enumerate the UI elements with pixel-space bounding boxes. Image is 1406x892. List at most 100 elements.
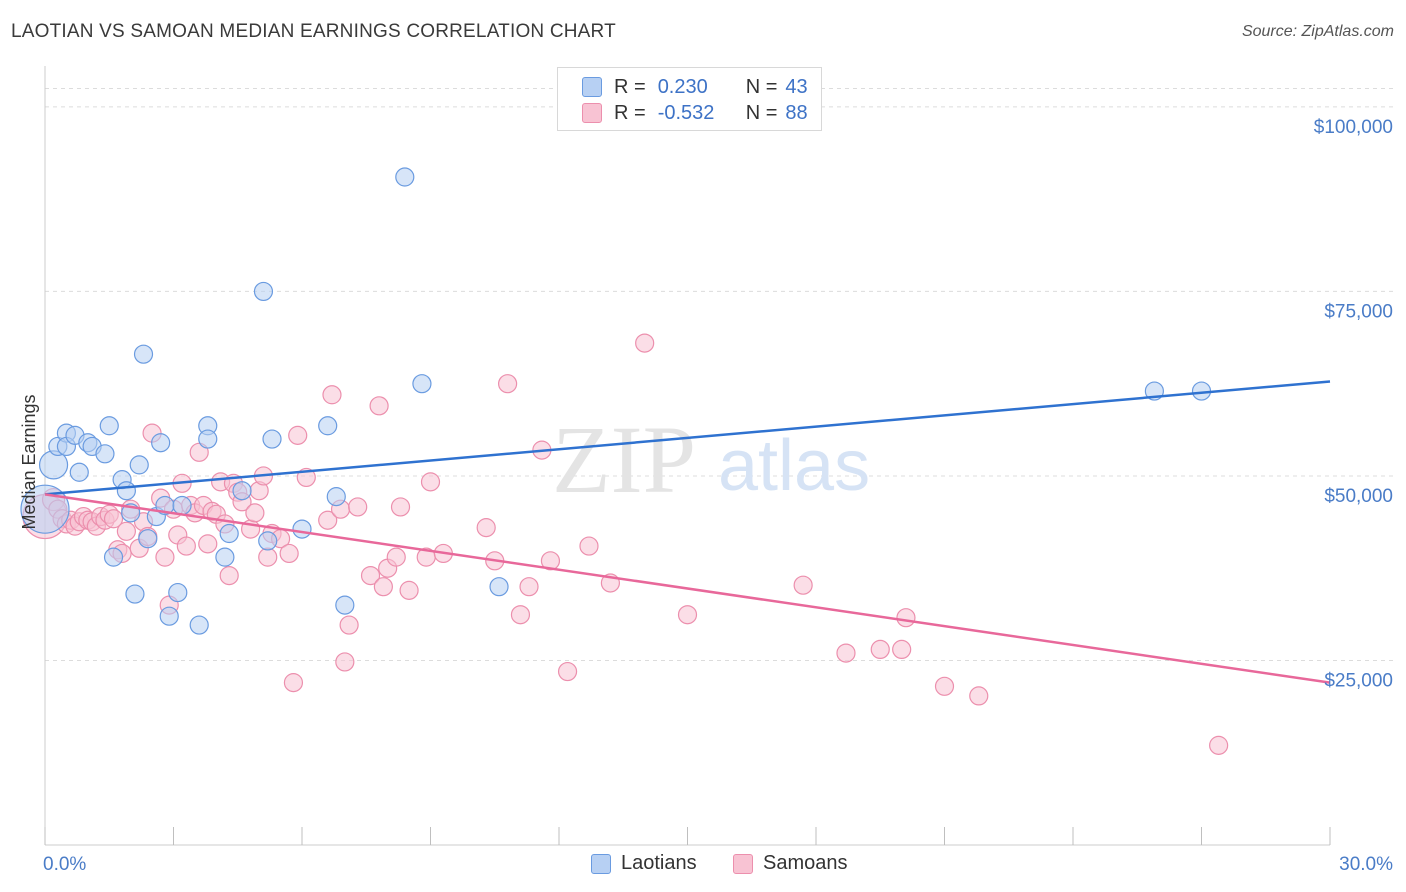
samoans-points	[22, 333, 1229, 755]
laotian-point	[168, 582, 188, 603]
r-label: R =	[614, 101, 646, 124]
samoan-point	[836, 643, 856, 663]
laotian-point	[138, 529, 158, 549]
r-value: 0.230	[657, 75, 708, 98]
laotian-point	[219, 523, 239, 544]
laotian-point	[215, 547, 235, 567]
legend-row-laotians: R = 0.230 N = 43	[582, 74, 808, 100]
samoan-point	[335, 652, 355, 672]
grid-layer	[45, 87, 1394, 661]
axis-layer	[44, 66, 1331, 846]
samoan-point	[498, 374, 518, 394]
samoan-point	[969, 686, 989, 706]
n-label: N =	[745, 75, 778, 98]
watermark-atlas: atlas	[718, 426, 870, 506]
laotian-point	[489, 577, 509, 597]
laotian-point	[198, 429, 218, 449]
laotian-point	[292, 519, 312, 539]
samoan-point	[399, 580, 419, 600]
x-tick-label-max: 30.0%	[1339, 854, 1393, 875]
laotian-point	[253, 281, 274, 302]
samoan-point	[870, 639, 890, 660]
laotian-point	[151, 433, 171, 453]
samoan-point	[635, 333, 655, 353]
samoan-point	[386, 547, 406, 567]
legend-item-samoans[interactable]: Samoans	[733, 852, 848, 875]
samoan-point	[322, 385, 342, 405]
samoan-point	[390, 497, 411, 517]
samoan-point	[245, 503, 265, 523]
samoan-point	[579, 536, 599, 556]
samoans-swatch	[582, 103, 602, 123]
laotian-point	[189, 615, 209, 635]
samoan-point	[1209, 735, 1229, 755]
laotian-point	[395, 167, 415, 187]
series-legend: Laotians Samoans	[0, 852, 1406, 878]
samoan-point	[155, 547, 175, 567]
laotian-point	[335, 595, 355, 615]
laotian-point	[172, 495, 192, 516]
laotian-point	[232, 481, 252, 501]
tick-labels: $100,000 $75,000 $50,000 $25,000 0.0% 30.0%	[43, 117, 1393, 875]
samoan-point	[360, 565, 381, 586]
trend-lines	[44, 380, 1331, 684]
samoan-point	[373, 577, 393, 597]
samoan-point	[896, 608, 916, 628]
laotian-point	[129, 455, 149, 475]
samoan-point	[288, 425, 308, 445]
samoan-point	[510, 605, 531, 625]
laotian-point	[133, 344, 154, 364]
samoans-legend-swatch	[733, 853, 753, 874]
legend-label-laotians: Laotians	[621, 852, 697, 874]
laotian-point	[318, 416, 338, 436]
laotians-swatch	[582, 77, 602, 97]
legend-item-laotians[interactable]: Laotians	[591, 852, 697, 875]
samoan-point	[176, 536, 196, 556]
n-value: 43	[785, 75, 808, 98]
samoan-point	[219, 565, 239, 586]
laotian-point	[125, 584, 145, 604]
laotian-point	[326, 487, 346, 507]
samoans-trend-line	[44, 493, 1331, 684]
y-tick-label: $100,000	[1314, 117, 1393, 138]
samoan-point	[198, 534, 218, 554]
samoan-point	[793, 575, 813, 595]
samoan-point	[540, 551, 561, 571]
laotians-trend-line	[44, 380, 1331, 496]
samoan-point	[476, 518, 496, 538]
samoan-point	[369, 396, 389, 416]
y-axis-title: Median Earnings	[19, 394, 39, 529]
samoan-point	[420, 472, 441, 492]
samoan-point	[557, 661, 578, 682]
legend-row-samoans: R = -0.532 N = 88	[582, 100, 808, 126]
samoan-point	[318, 510, 338, 530]
chart-title: LAOTIAN VS SAMOAN MEDIAN EARNINGS CORREL…	[11, 21, 616, 42]
y-tick-label: $25,000	[1324, 670, 1393, 691]
laotian-point	[99, 416, 119, 436]
samoan-point	[519, 577, 539, 597]
watermark-zip: ZIP	[552, 406, 696, 513]
laotian-point	[159, 606, 179, 626]
watermark: ZIP atlas	[552, 406, 870, 513]
samoan-point	[103, 509, 124, 529]
laotian-point	[116, 481, 136, 501]
samoan-point	[339, 615, 359, 635]
laotian-point	[412, 374, 432, 394]
y-tick-label: $75,000	[1324, 301, 1393, 322]
laotian-point	[262, 429, 282, 449]
x-tick-label-min: 0.0%	[43, 854, 86, 875]
laotian-point	[69, 462, 89, 482]
laotian-point	[95, 444, 115, 464]
samoan-point	[934, 676, 955, 696]
source-label: Source: ZipAtlas.com	[1241, 23, 1394, 40]
samoan-point	[283, 673, 304, 693]
n-value: 88	[785, 101, 808, 124]
n-label: N =	[745, 101, 778, 124]
laotians-points	[20, 167, 1212, 635]
samoan-point	[258, 547, 278, 567]
samoan-point	[677, 605, 698, 625]
samoan-point	[279, 543, 299, 564]
samoan-point	[348, 497, 368, 517]
y-tick-label: $50,000	[1324, 486, 1393, 507]
